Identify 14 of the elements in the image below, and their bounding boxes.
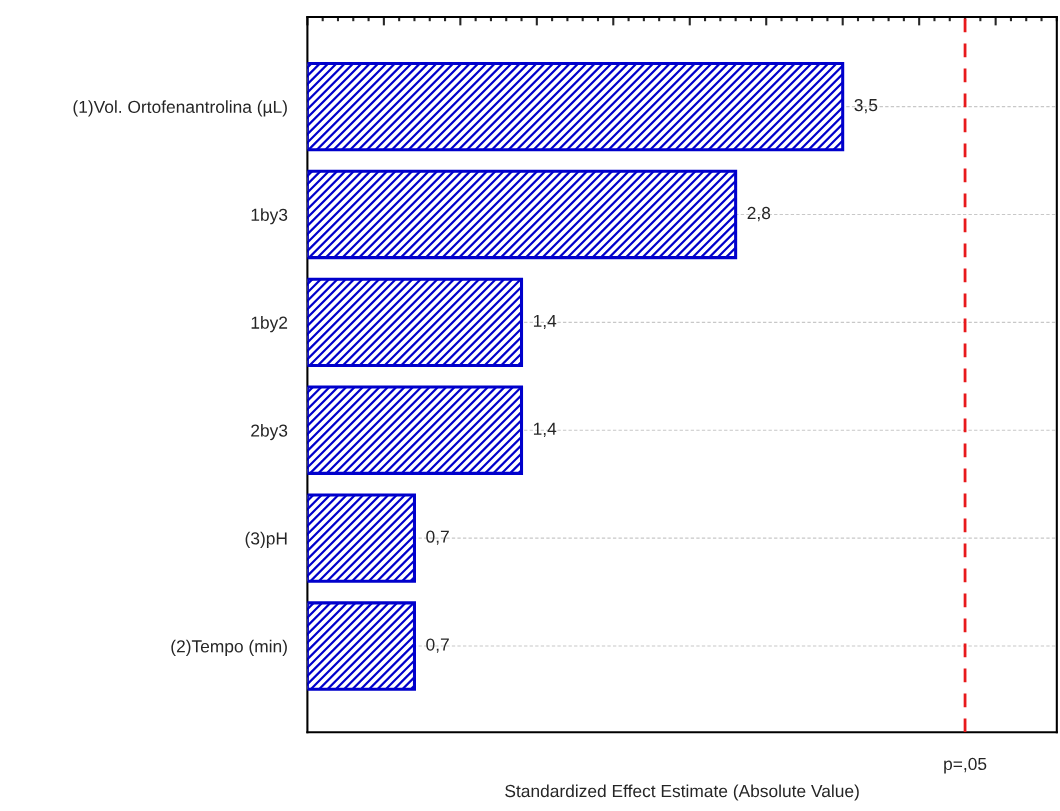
data-label: 1,4 <box>533 422 557 437</box>
y-tick-label: (3)pH <box>245 531 287 549</box>
y-tick-label: (1)Vol. Ortofenantrolina (µL) <box>73 100 287 117</box>
y-tick-label: 1by3 <box>251 208 288 225</box>
y-tick-label: 2by3 <box>251 423 288 441</box>
ref-line-label: p=,05 <box>944 757 987 774</box>
data-label: 0,7 <box>426 638 449 653</box>
data-label: 0,7 <box>426 530 449 545</box>
data-label: 3,5 <box>854 98 878 114</box>
y-tick-label: (2)Tempo (min) <box>171 639 287 656</box>
x-axis-title: Standardized Effect Estimate (Absolute Value) <box>505 784 859 801</box>
data-label: 1,4 <box>533 314 557 330</box>
data-label: 2,8 <box>747 206 771 222</box>
y-tick-label: 1by2 <box>251 316 288 333</box>
